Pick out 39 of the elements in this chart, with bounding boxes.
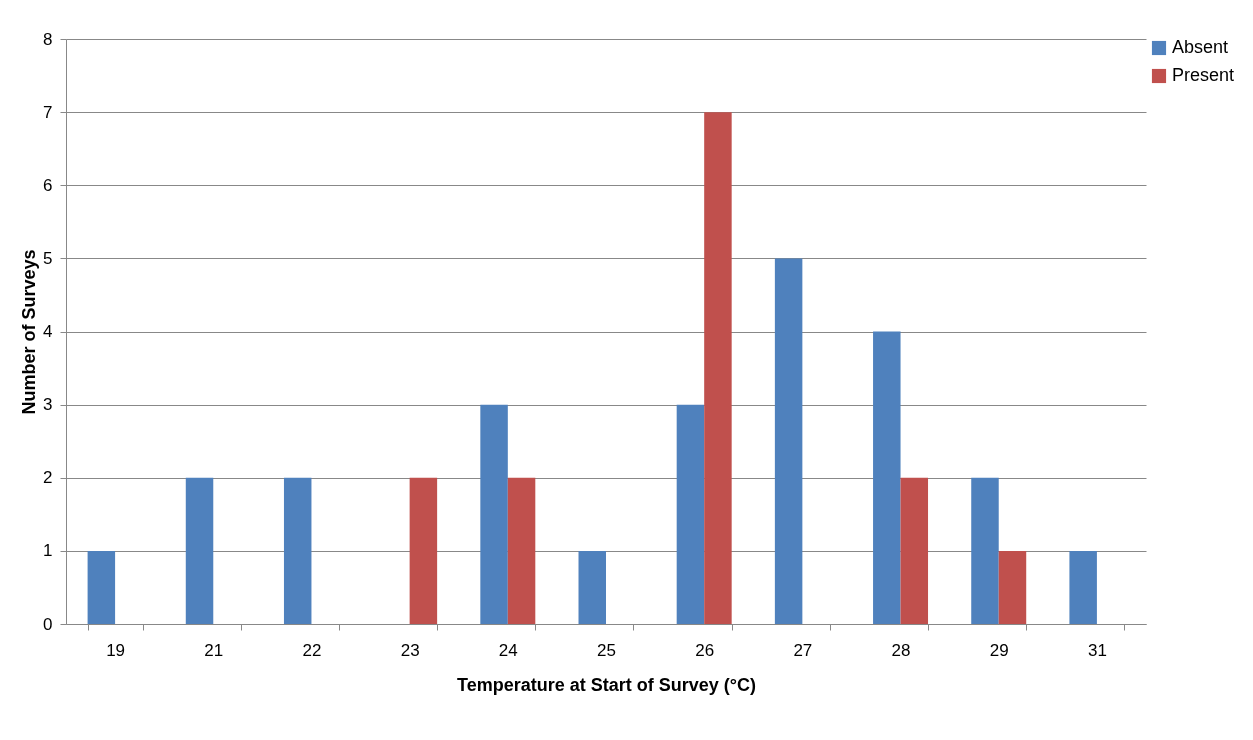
y-tick-label: 8 bbox=[43, 29, 53, 49]
y-tick-label: 6 bbox=[43, 175, 53, 195]
bar bbox=[480, 404, 508, 624]
bar bbox=[409, 477, 438, 624]
x-tick-label: 23 bbox=[400, 640, 420, 660]
y-tick-label: 0 bbox=[43, 614, 53, 634]
y-tick-label: 5 bbox=[43, 248, 53, 268]
x-tick-label: 27 bbox=[793, 640, 813, 660]
x-tick-label: 25 bbox=[597, 640, 616, 660]
legend-label: Absent bbox=[1172, 37, 1229, 57]
bar bbox=[1069, 550, 1097, 624]
bar bbox=[87, 550, 116, 624]
x-tick-label: 29 bbox=[989, 640, 1009, 660]
y-tick-label: 2 bbox=[43, 468, 53, 488]
y-tick-label: 4 bbox=[43, 322, 53, 341]
bar bbox=[283, 477, 312, 624]
bar bbox=[578, 550, 606, 624]
bar bbox=[704, 112, 732, 624]
x-tick-label: 26 bbox=[695, 640, 715, 660]
x-tick-label: 19 bbox=[106, 640, 126, 660]
bar bbox=[507, 477, 536, 624]
x-tick-label: 28 bbox=[891, 640, 911, 660]
x-axis-title: Temperature at Start of Survey (°C) bbox=[457, 674, 756, 695]
y-tick-label: 3 bbox=[43, 395, 53, 415]
bar bbox=[998, 550, 1027, 624]
bar bbox=[873, 331, 901, 624]
x-tick-label: 21 bbox=[204, 640, 224, 660]
x-tick-label: 31 bbox=[1087, 640, 1107, 660]
x-tick-label: 24 bbox=[498, 640, 518, 660]
legend-label: Present bbox=[1172, 65, 1235, 85]
bar bbox=[900, 477, 929, 624]
y-axis-title: Number of Surveys bbox=[19, 249, 40, 415]
x-tick-label: 22 bbox=[302, 640, 322, 660]
y-tick-label: 7 bbox=[43, 102, 53, 122]
bar bbox=[774, 258, 803, 624]
bar bbox=[676, 404, 705, 624]
bar bbox=[971, 477, 999, 624]
bar bbox=[185, 477, 214, 624]
y-tick-label: 1 bbox=[43, 541, 53, 561]
